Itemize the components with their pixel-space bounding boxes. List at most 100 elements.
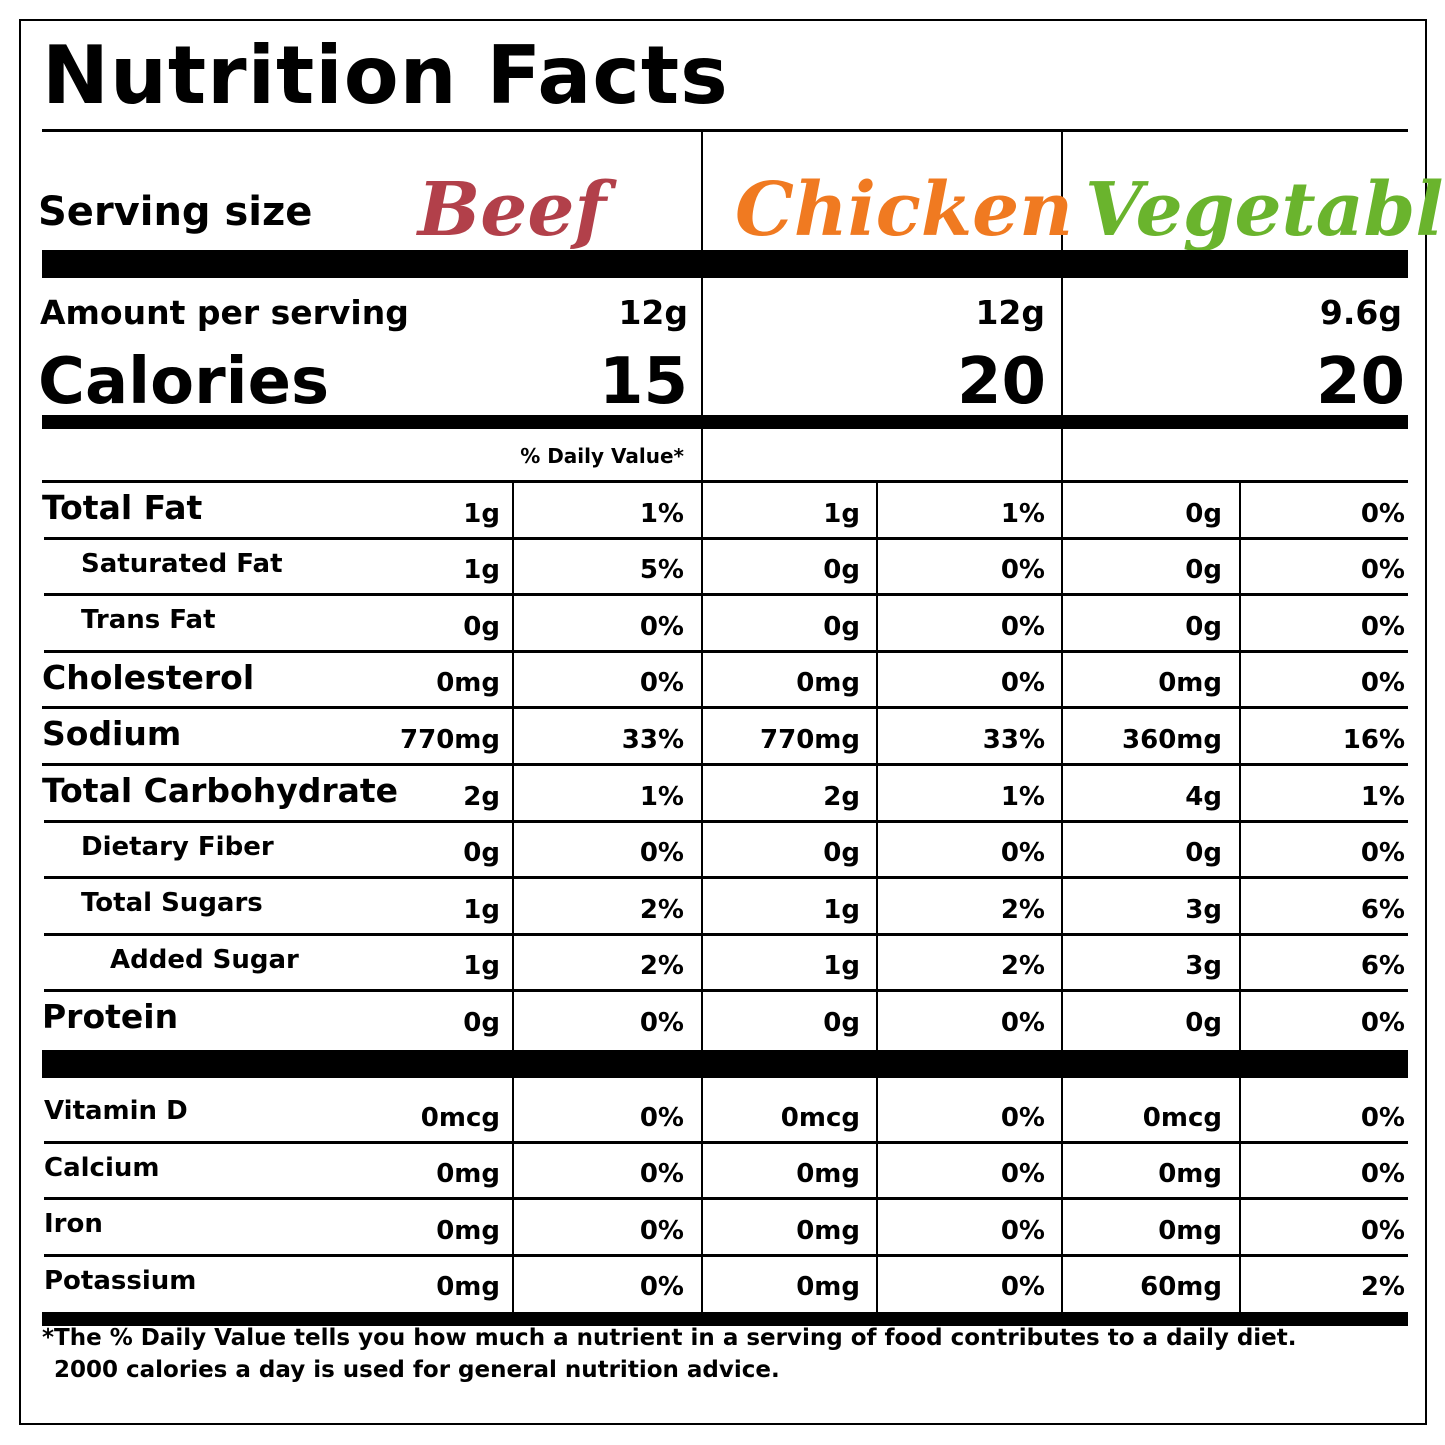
nutrient-sodium-chicken-amount: 770mg bbox=[760, 724, 860, 755]
nutrient-trans-fat-vegetable-amount: 0g bbox=[1185, 611, 1222, 642]
nutrient-cholesterol-beef-amount: 0mg bbox=[436, 668, 500, 699]
nutrient-total-sugars-label: Total Sugars bbox=[81, 888, 263, 919]
nutrient-added-sugar-chicken-amount: 1g bbox=[823, 951, 860, 982]
vitamin-iron-chicken-daily-value: 0% bbox=[1000, 1215, 1045, 1246]
vitamin-potassium-vegetable-daily-value: 2% bbox=[1360, 1272, 1405, 1303]
nutrient-divider bbox=[44, 537, 1408, 540]
nutrient-divider bbox=[42, 763, 1408, 766]
vitamin-calcium-beef-amount: 0mg bbox=[436, 1159, 500, 1190]
vitamin-divider bbox=[44, 1197, 1408, 1200]
nutrient-divider bbox=[42, 706, 1408, 709]
product-name-beef: Beef bbox=[417, 167, 607, 253]
vitamin-potassium-vegetable-amount: 60mg bbox=[1140, 1272, 1222, 1303]
nutrient-dietary-fiber-chicken-amount: 0g bbox=[823, 838, 860, 869]
nutrient-cholesterol-chicken-amount: 0mg bbox=[796, 668, 860, 699]
nutrient-saturated-fat-chicken-daily-value: 0% bbox=[1000, 555, 1045, 586]
vitamin-vitamin-d-vegetable-daily-value: 0% bbox=[1360, 1102, 1405, 1133]
vitamin-potassium-beef-daily-value: 0% bbox=[639, 1272, 684, 1303]
vitamin-calcium-vegetable-amount: 0mg bbox=[1158, 1159, 1222, 1190]
nutrient-total-sugars-vegetable-daily-value: 6% bbox=[1360, 894, 1405, 925]
nutrient-saturated-fat-vegetable-daily-value: 0% bbox=[1360, 555, 1405, 586]
nutrient-sodium-beef-daily-value: 33% bbox=[621, 724, 684, 755]
serving-amount-vegetable: 9.6g bbox=[1319, 293, 1402, 332]
nutrient-total-fat-beef-daily-value: 1% bbox=[639, 498, 684, 529]
nutrient-total-sugars-chicken-amount: 1g bbox=[823, 894, 860, 925]
nutrient-total-carbohydrate-vegetable-daily-value: 1% bbox=[1360, 781, 1405, 812]
nutrient-added-sugar-beef-amount: 1g bbox=[463, 951, 500, 982]
nutrient-total-fat-vegetable-daily-value: 0% bbox=[1360, 498, 1405, 529]
nutrient-added-sugar-label: Added Sugar bbox=[110, 944, 299, 975]
nutrient-protein-label: Protein bbox=[42, 997, 179, 1037]
vitamin-vitamin-d-beef-daily-value: 0% bbox=[639, 1102, 684, 1133]
nutrient-dietary-fiber-beef-amount: 0g bbox=[463, 838, 500, 869]
nutrient-added-sugar-vegetable-amount: 3g bbox=[1185, 951, 1222, 982]
nutrient-protein-beef-daily-value: 0% bbox=[639, 1007, 684, 1038]
nutrient-total-fat-chicken-amount: 1g bbox=[823, 498, 860, 529]
daily-value-header: % Daily Value* bbox=[520, 444, 684, 468]
nutrient-cholesterol-vegetable-amount: 0mg bbox=[1158, 668, 1222, 699]
product-name-chicken: Chicken bbox=[735, 167, 1074, 253]
nutrient-sodium-vegetable-daily-value: 16% bbox=[1342, 724, 1405, 755]
nutrient-total-fat-vegetable-amount: 0g bbox=[1185, 498, 1222, 529]
vitamin-vitamin-d-label: Vitamin D bbox=[44, 1096, 188, 1126]
nutrient-total-carbohydrate-label: Total Carbohydrate bbox=[42, 771, 399, 810]
vitamin-potassium-chicken-daily-value: 0% bbox=[1000, 1272, 1045, 1303]
nutrient-divider bbox=[44, 989, 1408, 992]
nutrient-trans-fat-row: Trans Fat 0g 0% 0g 0% 0g 0% bbox=[0, 595, 1445, 652]
footnote-line-2: 2000 calories a day is used for general … bbox=[54, 1357, 780, 1383]
nutrient-divider bbox=[44, 876, 1408, 879]
nutrient-total-fat-label: Total Fat bbox=[42, 488, 203, 527]
vitamin-divider bbox=[44, 1254, 1408, 1257]
amount-per-serving-label: Amount per serving bbox=[40, 293, 409, 332]
vitamin-vitamin-d-vegetable-amount: 0mcg bbox=[1142, 1102, 1222, 1133]
nutrient-trans-fat-beef-amount: 0g bbox=[463, 611, 500, 642]
nutrient-total-carbohydrate-beef-daily-value: 1% bbox=[639, 781, 684, 812]
nutrient-column-divider bbox=[701, 480, 703, 1050]
nutrient-total-fat-beef-amount: 1g bbox=[463, 498, 500, 529]
calories-vegetable: 20 bbox=[1315, 345, 1405, 419]
nutrient-protein-vegetable-daily-value: 0% bbox=[1360, 1007, 1405, 1038]
vitamin-iron-label: Iron bbox=[44, 1209, 103, 1240]
vitamin-vitamin-d-beef-amount: 0mcg bbox=[420, 1102, 500, 1133]
nutrient-cholesterol-row: Cholesterol 0mg 0% 0mg 0% 0mg 0% bbox=[0, 652, 1445, 709]
nutrient-saturated-fat-beef-amount: 1g bbox=[463, 555, 500, 586]
nutrient-total-carbohydrate-row: Total Carbohydrate 2g 1% 2g 1% 4g 1% bbox=[0, 765, 1445, 822]
nutrient-sodium-label: Sodium bbox=[42, 714, 182, 754]
nutrient-protein-row: Protein 0g 0% 0g 0% 0g 0% bbox=[0, 991, 1445, 1048]
vitamin-iron-beef-daily-value: 0% bbox=[639, 1215, 684, 1246]
vitamin-iron-vegetable-amount: 0mg bbox=[1158, 1215, 1222, 1246]
nutrient-protein-vegetable-amount: 0g bbox=[1185, 1007, 1222, 1038]
nutrient-saturated-fat-row: Saturated Fat 1g 5% 0g 0% 0g 0% bbox=[0, 539, 1445, 596]
nutrient-dietary-fiber-chicken-daily-value: 0% bbox=[1000, 838, 1045, 869]
nutrient-protein-beef-amount: 0g bbox=[463, 1007, 500, 1038]
nutrient-added-sugar-row: Added Sugar 1g 2% 1g 2% 3g 6% bbox=[0, 935, 1445, 992]
nutrient-section-top-line bbox=[42, 480, 1408, 483]
nutrient-dietary-fiber-beef-daily-value: 0% bbox=[639, 838, 684, 869]
vitamin-potassium-label: Potassium bbox=[44, 1265, 197, 1296]
nutrient-divider bbox=[44, 820, 1408, 823]
vitamin-column-divider bbox=[876, 1078, 878, 1312]
vitamin-potassium-row: Potassium 0mg 0% 0mg 0% 60mg 2% bbox=[0, 1256, 1445, 1313]
label-frame bbox=[19, 19, 1427, 1425]
nutrient-column-divider bbox=[1239, 480, 1241, 1050]
nutrient-cholesterol-chicken-daily-value: 0% bbox=[1000, 668, 1045, 699]
label-title: Nutrition Facts bbox=[42, 29, 729, 122]
nutrient-divider bbox=[44, 933, 1408, 936]
nutrient-trans-fat-chicken-daily-value: 0% bbox=[1000, 611, 1045, 642]
calories-chicken: 20 bbox=[956, 345, 1046, 419]
nutrient-total-carbohydrate-vegetable-amount: 4g bbox=[1185, 781, 1222, 812]
vitamin-vitamin-d-chicken-daily-value: 0% bbox=[1000, 1102, 1045, 1133]
nutrient-saturated-fat-label: Saturated Fat bbox=[81, 548, 283, 579]
vitamin-calcium-beef-daily-value: 0% bbox=[639, 1159, 684, 1190]
vitamin-potassium-beef-amount: 0mg bbox=[436, 1272, 500, 1303]
nutrient-dietary-fiber-vegetable-daily-value: 0% bbox=[1360, 838, 1405, 869]
nutrient-cholesterol-beef-daily-value: 0% bbox=[639, 668, 684, 699]
nutrient-sodium-row: Sodium 770mg 33% 770mg 33% 360mg 16% bbox=[0, 708, 1445, 765]
nutrient-sodium-vegetable-amount: 360mg bbox=[1122, 724, 1222, 755]
nutrient-saturated-fat-beef-daily-value: 5% bbox=[639, 555, 684, 586]
title-divider bbox=[42, 129, 1408, 132]
nutrient-column-divider bbox=[512, 480, 514, 1050]
vitamin-column-divider bbox=[1061, 1078, 1063, 1312]
serving-size-bar bbox=[42, 250, 1408, 278]
serving-amount-beef: 12g bbox=[618, 293, 688, 332]
